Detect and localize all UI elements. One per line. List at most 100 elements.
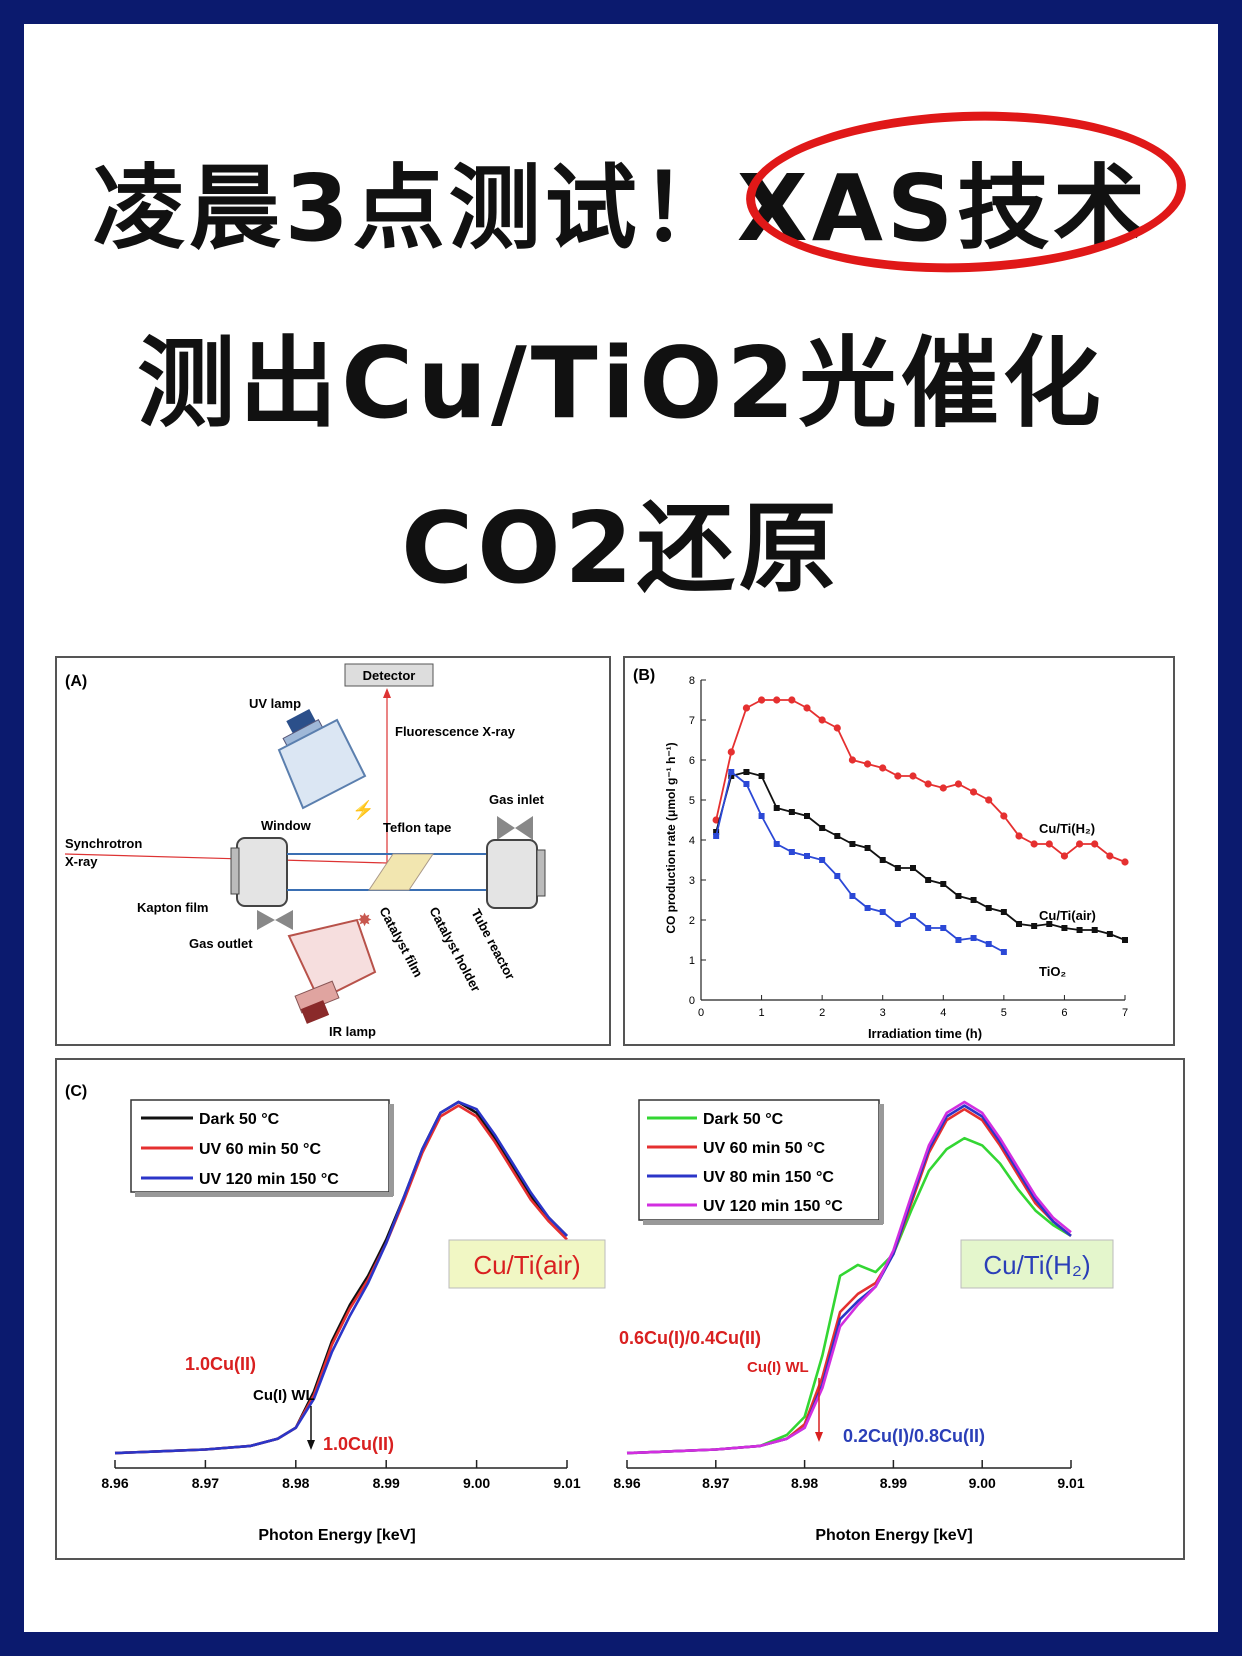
uv-lamp-label: UV lamp: [249, 696, 301, 711]
data-point: [788, 849, 795, 855]
data-point: [758, 773, 765, 779]
data-point: [863, 760, 872, 768]
x-tick-label: 8.96: [613, 1475, 640, 1491]
data-point: [1000, 812, 1008, 820]
title-highlight: XAS技术: [736, 155, 1150, 262]
data-point: [925, 925, 932, 931]
x-tick-label: 7: [1122, 1007, 1128, 1019]
annot-left-cu1-wl: Cu(I) WL: [253, 1387, 315, 1404]
x-tick-label: 8.96: [101, 1475, 128, 1491]
ir-lamp-label: IR lamp: [329, 1024, 376, 1039]
left-subplot: 8.96 8.97 8.98 8.99 9.00 9.01: [101, 1100, 581, 1491]
fluorescence-arrowhead: [383, 688, 391, 698]
data-point: [804, 813, 810, 819]
x-tick-label: 4: [940, 1007, 946, 1019]
detector-label: Detector: [363, 668, 416, 683]
data-point: [819, 857, 826, 863]
data-point: [1000, 909, 1007, 915]
data-point: [1031, 923, 1038, 929]
data-point: [909, 772, 917, 780]
series-label-tio2: TiO₂: [1039, 964, 1066, 979]
data-point: [804, 853, 810, 859]
kapton-label: Kapton film: [137, 900, 209, 915]
annot-left-cu2-lower: 1.0Cu(II): [323, 1434, 394, 1454]
label-cu-ti-h2: Cu/Ti(H₂): [983, 1250, 1090, 1280]
legend-r-dark-50: Dark 50 °C: [703, 1111, 784, 1128]
y-tick-label: 1: [689, 955, 695, 967]
data-point: [1045, 840, 1053, 848]
x-tick-label: 9.00: [969, 1475, 996, 1491]
gas-inlet-label: Gas inlet: [489, 792, 545, 807]
catalyst-film-label: Catalyst film: [376, 904, 426, 979]
data-point: [818, 716, 826, 724]
annot-right-mix-lower: 0.2Cu(I)/0.8Cu(II): [843, 1426, 985, 1446]
data-point: [743, 769, 750, 775]
data-point: [939, 784, 947, 792]
legend-r-uv-60: UV 60 min 50 °C: [703, 1140, 825, 1157]
synchrotron-label-2: X-ray: [65, 854, 98, 869]
x-tick-label: 2: [819, 1007, 825, 1019]
data-point: [713, 829, 720, 835]
right-cap: [486, 839, 538, 909]
data-point: [1122, 937, 1128, 943]
annot-left-cu2-upper: 1.0Cu(II): [185, 1354, 256, 1374]
data-point: [940, 925, 947, 931]
data-point: [1015, 832, 1023, 840]
uv-light-icon: ⚡: [352, 799, 374, 821]
data-point: [954, 780, 963, 788]
gas-outlet-label: Gas outlet: [189, 936, 253, 951]
legend-uv-60: UV 60 min 50 °C: [199, 1141, 321, 1158]
data-point: [819, 825, 826, 831]
setup-diagram: (A) Detector Fluorescence X-ray UV lamp …: [64, 663, 546, 1039]
legend-uv-120: UV 120 min 150 °C: [199, 1171, 339, 1188]
legend-r-uv-80: UV 80 min 150 °C: [703, 1169, 834, 1186]
label-box-h2: Cu/Ti(H₂): [960, 1239, 1114, 1289]
legend-r-uv-120: UV 120 min 150 °C: [703, 1198, 843, 1215]
inlet-valve-icon: [497, 816, 515, 840]
teflon-label: Teflon tape: [383, 820, 451, 835]
outlet-valve-icon: [257, 910, 275, 930]
label-box-air: Cu/Ti(air): [448, 1239, 606, 1289]
series-line: [715, 699, 1126, 863]
data-point: [879, 857, 886, 863]
left-x-axis-label: Photon Energy [keV]: [258, 1527, 415, 1544]
right-legend: Dark 50 °C UV 60 min 50 °C UV 80 min 150…: [638, 1099, 884, 1225]
data-point: [894, 772, 902, 780]
data-point: [1030, 840, 1038, 848]
y-tick-label: 3: [689, 875, 695, 887]
title-line-3: CO2还原: [401, 492, 841, 606]
data-point: [910, 913, 916, 919]
data-point: [1091, 840, 1099, 848]
panel-a: (A) Detector Fluorescence X-ray UV lamp …: [55, 656, 611, 1046]
x-tick-label: 8.99: [373, 1475, 400, 1491]
data-point: [834, 833, 841, 839]
data-point: [985, 796, 993, 804]
x-tick-label: 9.00: [463, 1475, 490, 1491]
data-point: [1106, 931, 1113, 937]
y-tick-label: 2: [689, 915, 695, 927]
uv-lamp-icon: [277, 708, 367, 810]
data-point: [1091, 927, 1098, 933]
data-point: [727, 748, 735, 756]
data-point: [894, 865, 901, 871]
catalyst-holder: [368, 853, 434, 891]
co-production-chart: (B) 0 1 2 3 4 5 6 7 0 1 2 3 4 5 6 7 8 Irradiation time (…: [633, 667, 1129, 1041]
x-tick-label: 0: [698, 1007, 704, 1019]
data-point: [712, 816, 720, 824]
y-tick-label: 0: [689, 995, 695, 1007]
data-point: [1061, 925, 1068, 931]
data-point: [955, 937, 962, 943]
data-point: [742, 704, 751, 712]
data-point: [758, 813, 765, 819]
x-tick-label: 3: [880, 1007, 886, 1019]
series-label-cu-ti-air: Cu/Ti(air): [1039, 908, 1096, 923]
data-point: [1046, 921, 1053, 927]
xanes-chart: (C) 8.96 8.97 8.98 8.99 9.00 9.01 8.96 8.97 8.9…: [65, 1083, 1114, 1544]
xray-beam: [64, 853, 388, 864]
label-cu-ti-air: Cu/Ti(air): [473, 1250, 580, 1280]
series-line: [715, 770, 1005, 953]
ir-lamp-icon: [287, 918, 377, 1024]
data-point: [788, 696, 796, 704]
data-point: [940, 881, 947, 887]
data-point: [864, 905, 871, 911]
